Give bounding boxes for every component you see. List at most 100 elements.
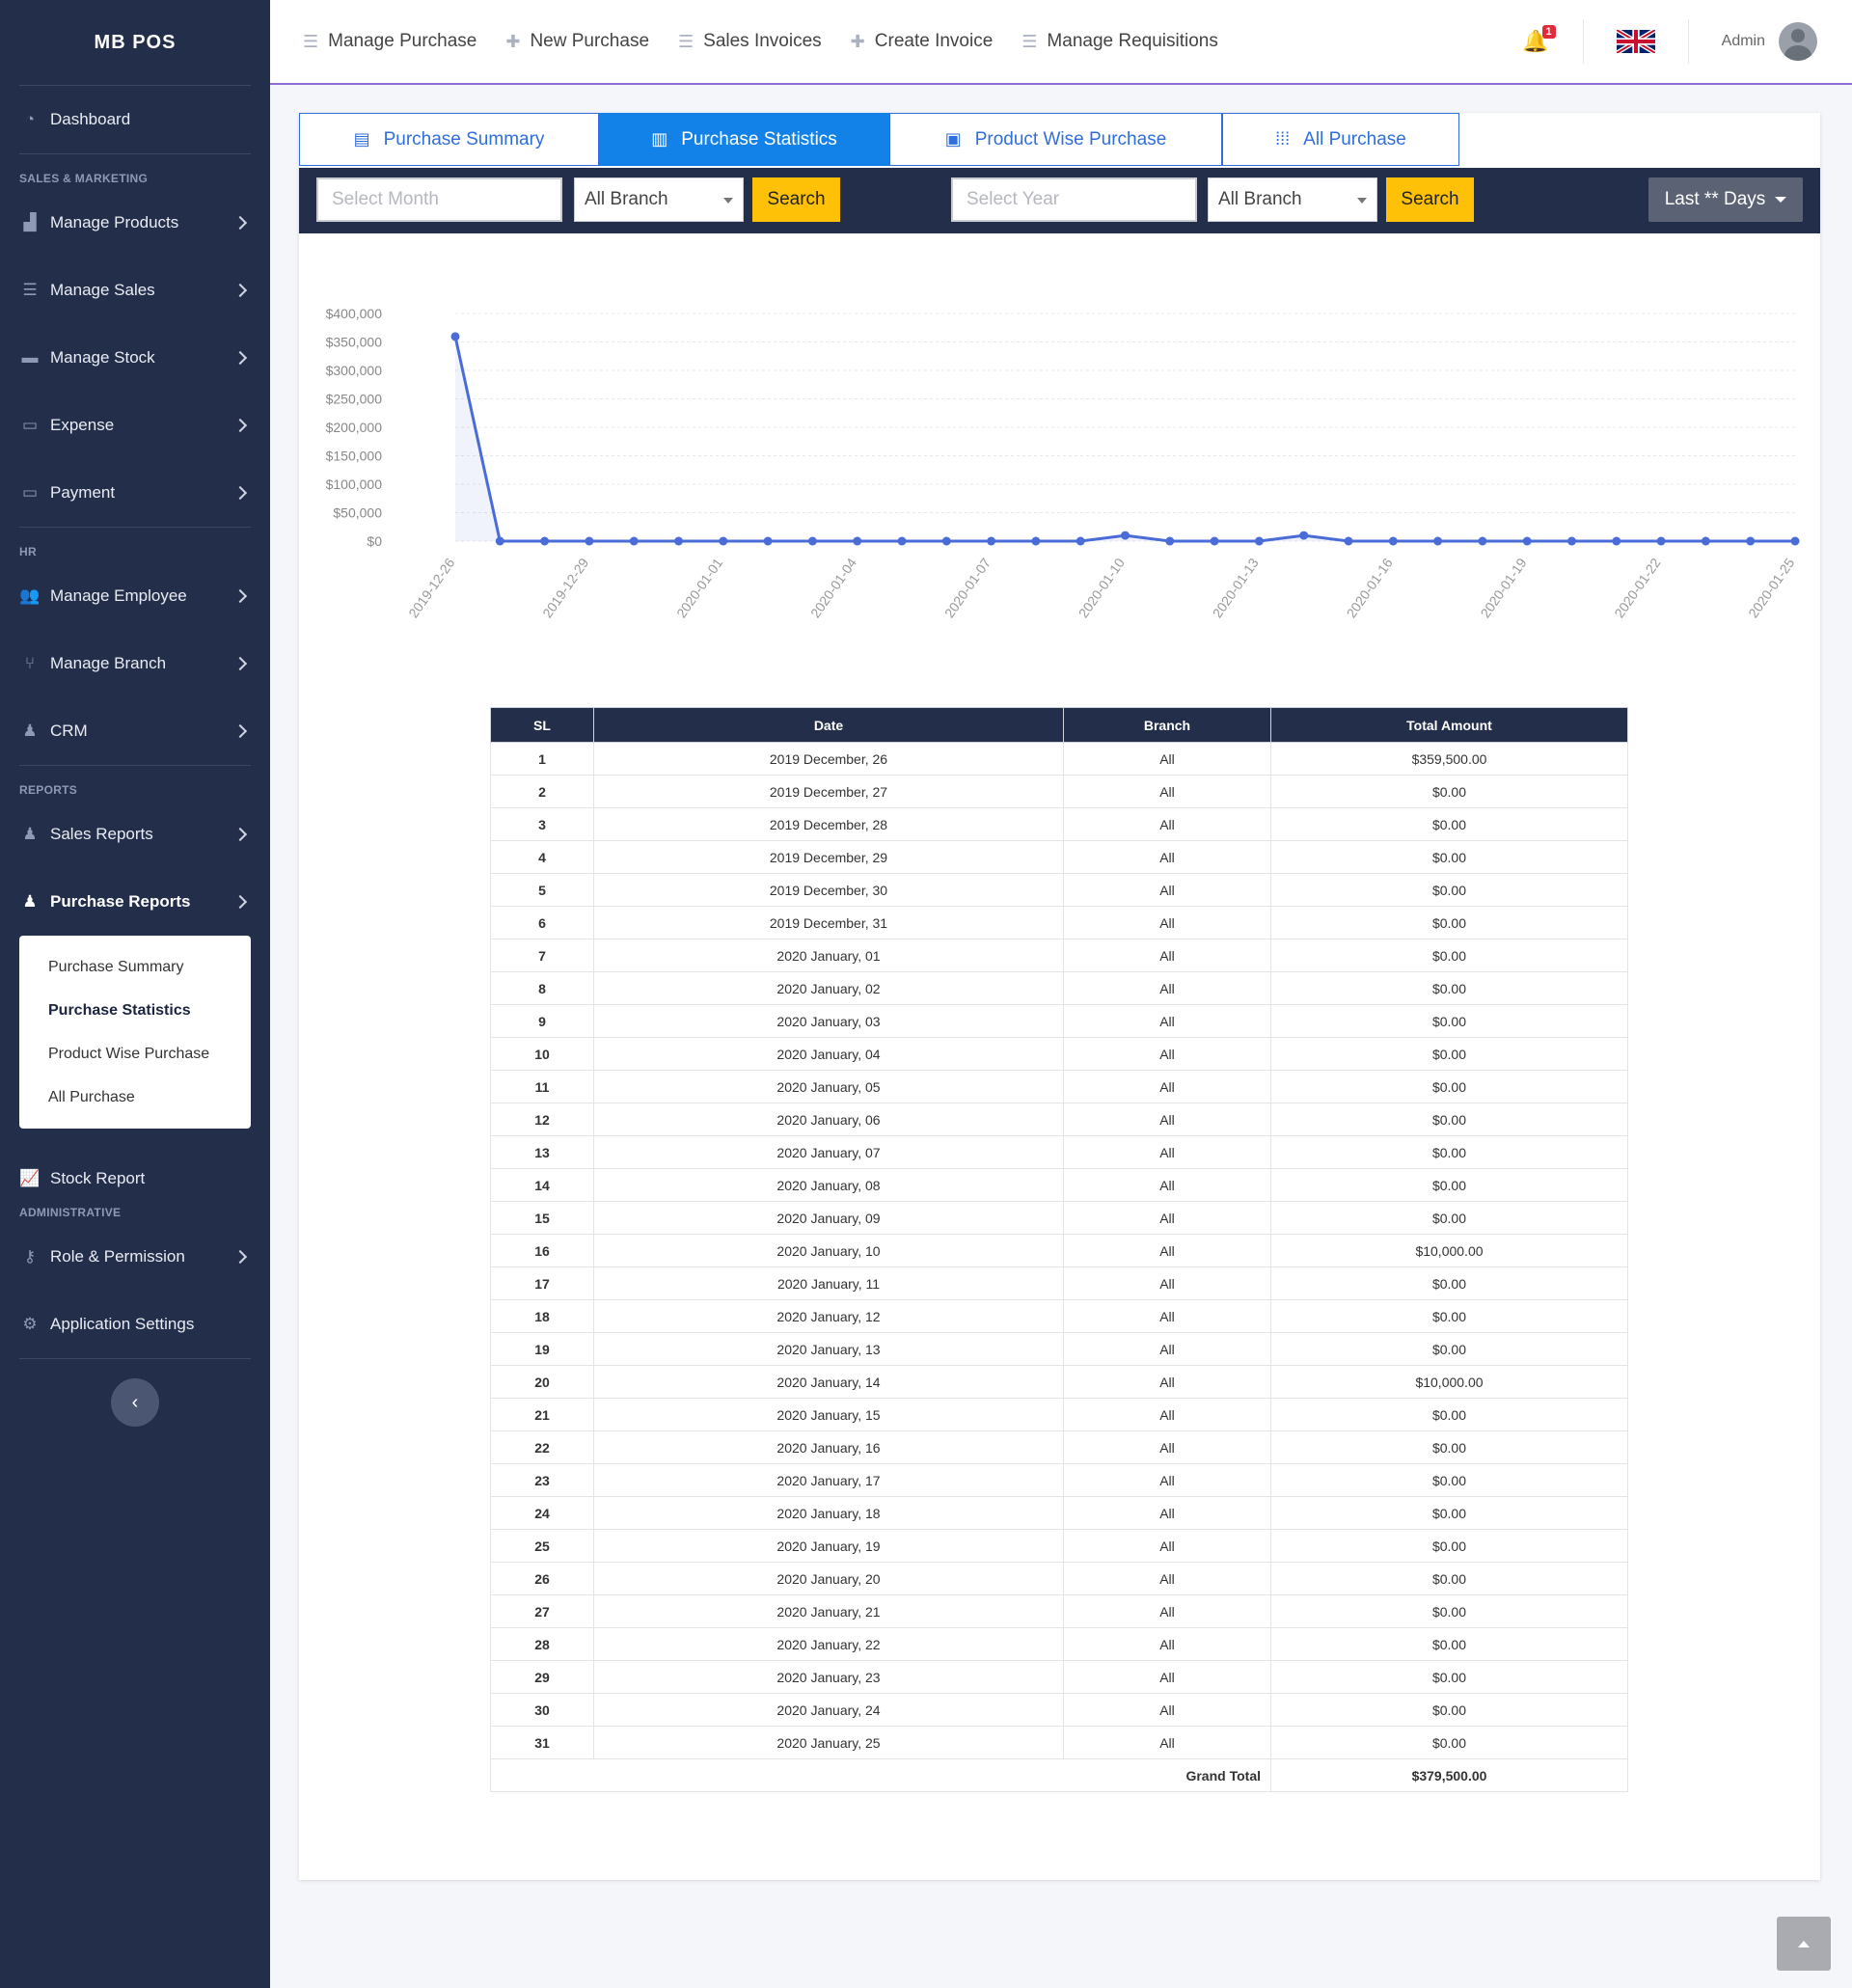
avatar[interactable]: [1779, 22, 1817, 61]
x-tick-label: 2020-01-13: [1210, 555, 1262, 620]
cell-total: $10,000.00: [1270, 1365, 1628, 1399]
data-point: [629, 536, 639, 546]
submenu-item-purchase-statistics[interactable]: Purchase Statistics: [48, 1001, 191, 1019]
sidebar-item-label: Stock Report: [50, 1169, 146, 1187]
chevron-right-icon: [232, 485, 248, 501]
sidebar-item-label: Application Settings: [50, 1315, 195, 1333]
submenu-item-all-purchase[interactable]: All Purchase: [48, 1088, 135, 1105]
cell-branch: All: [1063, 1726, 1271, 1759]
y-tick-label: $100,000: [326, 477, 383, 492]
data-point: [1165, 536, 1175, 546]
sidebar-item-dashboard[interactable]: ◔ Dashboard: [0, 86, 270, 153]
submenu-item-product-wise-purchase[interactable]: Product Wise Purchase: [48, 1045, 210, 1062]
statistics-table: SL Date Branch Total Amount 1 2019 Decemb…: [490, 707, 1628, 1792]
series-area: [455, 336, 1795, 541]
cell-sl: 12: [490, 1103, 594, 1136]
sidebar-item-sales-reports[interactable]: ♟ Sales Reports: [0, 801, 270, 868]
topnav-label: New Purchase: [530, 31, 650, 51]
sidebar-item-manage-branch[interactable]: ⑂ Manage Branch: [0, 630, 270, 697]
sidebar-item-manage-stock[interactable]: ▬ Manage Stock: [0, 324, 270, 392]
topnav-sales-invoices[interactable]: ☰ Sales Invoices: [678, 31, 822, 52]
data-point: [763, 536, 773, 546]
tab-purchase-statistics[interactable]: ▥ Purchase Statistics: [599, 113, 889, 166]
brand-logo[interactable]: MB POS: [94, 31, 177, 53]
cell-total: $0.00: [1270, 939, 1628, 972]
divider: [1687, 19, 1689, 64]
x-tick-label: 2019-12-26: [405, 555, 457, 620]
topnav-manage-requisitions[interactable]: ☰ Manage Requisitions: [1021, 31, 1218, 52]
cell-sl: 9: [490, 1004, 594, 1038]
tab-product-wise-purchase[interactable]: ▣ Product Wise Purchase: [889, 113, 1222, 166]
notification-bell[interactable]: 🔔 1: [1521, 25, 1556, 56]
scroll-to-top-button[interactable]: [1777, 1917, 1831, 1971]
cell-date: 2019 December, 26: [593, 742, 1064, 776]
caret-down-icon: [1357, 198, 1367, 204]
x-tick-label: 2020-01-16: [1344, 555, 1396, 620]
divider: [19, 765, 251, 766]
table-header-row: SL Date Branch Total Amount: [490, 707, 1628, 743]
cell-total: $0.00: [1270, 1201, 1628, 1235]
cell-date: 2020 January, 23: [593, 1660, 1064, 1694]
table-row: 30 2020 January, 24 All $0.00: [490, 1693, 1628, 1727]
topnav-manage-purchase[interactable]: ☰ Manage Purchase: [303, 31, 477, 52]
cell-total: $0.00: [1270, 1070, 1628, 1103]
sidebar-item-application-settings[interactable]: ⚙ Application Settings: [0, 1291, 270, 1358]
cell-date: 2020 January, 04: [593, 1037, 1064, 1071]
table-row: 18 2020 January, 12 All $0.00: [490, 1299, 1628, 1333]
data-point: [585, 536, 594, 546]
cell-total: $0.00: [1270, 1004, 1628, 1038]
tab-all-purchase[interactable]: ⁞⁞⁞ All Purchase: [1222, 113, 1459, 166]
user-tie-icon: ♟: [22, 892, 38, 911]
sidebar-item-expense[interactable]: ▭ Expense: [0, 392, 270, 459]
sidebar-item-crm[interactable]: ♟ CRM: [0, 697, 270, 765]
range-dropdown[interactable]: Last ** Days: [1648, 177, 1803, 222]
sidebar-item-purchase-reports[interactable]: ♟ Purchase Reports: [0, 868, 270, 936]
cell-date: 2020 January, 13: [593, 1332, 1064, 1366]
search-button-month[interactable]: Search: [752, 177, 840, 222]
cell-date: 2020 January, 05: [593, 1070, 1064, 1103]
table-row: 13 2020 January, 07 All $0.00: [490, 1135, 1628, 1169]
cell-sl: 10: [490, 1037, 594, 1071]
y-tick-label: $350,000: [326, 335, 383, 350]
year-input[interactable]: Select Year: [951, 177, 1197, 222]
branch-select-1[interactable]: All Branch: [574, 177, 744, 222]
topnav-label: Sales Invoices: [703, 31, 822, 51]
cell-branch: All: [1063, 1070, 1271, 1103]
chevron-right-icon: [232, 723, 248, 739]
cell-total: $0.00: [1270, 1332, 1628, 1366]
purchase-reports-submenu: Purchase Summary Purchase Statistics Pro…: [19, 936, 251, 1129]
report-tabs: ▤ Purchase Summary ▥ Purchase Statistics…: [299, 113, 1820, 168]
sidebar-item-manage-products[interactable]: ▟ Manage Products: [0, 189, 270, 257]
cell-sl: 25: [490, 1529, 594, 1563]
table-row: 19 2020 January, 13 All $0.00: [490, 1332, 1628, 1366]
sidebar-item-stock-report[interactable]: 📈 Stock Report: [0, 1156, 270, 1202]
cell-sl: 14: [490, 1168, 594, 1202]
table-row: 31 2020 January, 25 All $0.00: [490, 1726, 1628, 1759]
column-header: Date: [593, 707, 1064, 743]
submenu-item-purchase-summary[interactable]: Purchase Summary: [48, 958, 184, 975]
tab-purchase-summary[interactable]: ▤ Purchase Summary: [299, 113, 599, 166]
cell-date: 2020 January, 20: [593, 1562, 1064, 1595]
sidebar-item-role-permission[interactable]: ⚷ Role & Permission: [0, 1223, 270, 1291]
search-button-year[interactable]: Search: [1386, 177, 1474, 222]
sidebar-collapse-button[interactable]: ‹: [111, 1378, 159, 1427]
sidebar-item-payment[interactable]: ▭ Payment: [0, 459, 270, 527]
tab-label: Purchase Summary: [383, 128, 545, 150]
cell-branch: All: [1063, 1660, 1271, 1694]
user-tie-icon: ♟: [22, 722, 38, 740]
x-tick-label: 2020-01-01: [673, 555, 725, 620]
sidebar-item-manage-employee[interactable]: 👥 Manage Employee: [0, 562, 270, 630]
uk-flag-icon[interactable]: [1616, 30, 1655, 53]
branch-select-2[interactable]: All Branch: [1208, 177, 1377, 222]
cell-total: $0.00: [1270, 1529, 1628, 1563]
plus-icon: ✚: [505, 31, 521, 51]
data-point: [853, 536, 862, 546]
topnav-new-purchase[interactable]: ✚ New Purchase: [505, 31, 649, 52]
cell-date: 2020 January, 18: [593, 1496, 1064, 1530]
sidebar-item-manage-sales[interactable]: ☰ Manage Sales: [0, 257, 270, 324]
user-name[interactable]: Admin: [1721, 33, 1765, 49]
chevron-right-icon: [232, 827, 248, 842]
month-input[interactable]: Select Month: [316, 177, 562, 222]
chevron-left-icon: ‹: [131, 1391, 139, 1413]
topnav-create-invoice[interactable]: ✚ Create Invoice: [851, 31, 994, 52]
